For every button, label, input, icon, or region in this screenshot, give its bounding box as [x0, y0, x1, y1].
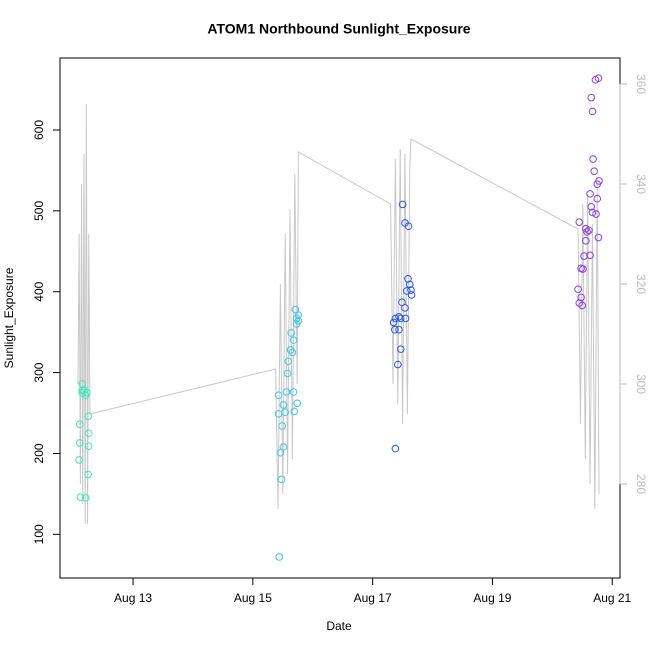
point — [282, 388, 291, 396]
point — [291, 305, 300, 314]
point — [587, 93, 596, 102]
x-tick-label: Aug 15 — [234, 591, 272, 605]
point — [274, 410, 283, 418]
point — [577, 293, 585, 302]
point — [283, 369, 292, 378]
y-axis-label: Sunlight_Exposure — [2, 267, 16, 368]
point — [288, 348, 297, 357]
point — [75, 439, 84, 447]
point — [395, 325, 403, 334]
chart-title: ATOM1 Northbound Sunlight_Exposure — [207, 21, 470, 37]
point — [274, 391, 283, 400]
point — [579, 265, 587, 273]
point — [582, 236, 590, 245]
point — [277, 475, 286, 484]
point — [574, 285, 582, 294]
point — [389, 318, 398, 327]
y-tick-label: 600 — [32, 120, 46, 140]
point — [84, 442, 93, 450]
y-tick-label: 200 — [32, 443, 46, 463]
y-tick-label: 400 — [32, 281, 46, 301]
point — [588, 107, 597, 116]
point — [405, 280, 414, 289]
line — [77, 103, 600, 525]
point — [287, 329, 295, 337]
point — [578, 301, 587, 310]
y-tick-label: 100 — [32, 524, 46, 544]
y2-tick-label: 360 — [634, 74, 648, 94]
point — [84, 412, 92, 421]
point — [75, 420, 84, 429]
point — [594, 74, 603, 83]
x-tick-label: Aug 21 — [593, 591, 631, 605]
point — [289, 388, 298, 396]
point — [84, 470, 92, 479]
point — [393, 360, 402, 369]
point — [279, 401, 288, 409]
point — [84, 429, 93, 438]
point — [284, 357, 292, 366]
point — [294, 317, 303, 325]
y2-tick-label: 340 — [634, 174, 648, 194]
point — [404, 222, 413, 231]
x-axis-label: Date — [326, 619, 352, 633]
point — [293, 399, 301, 408]
point — [278, 422, 287, 430]
point — [590, 167, 599, 176]
point — [407, 286, 415, 294]
point — [396, 314, 405, 323]
point — [391, 444, 400, 453]
point — [391, 314, 400, 323]
x-tick-label: Aug 13 — [114, 591, 152, 605]
point — [588, 208, 597, 217]
point — [586, 251, 594, 260]
point — [402, 287, 411, 295]
x-tick-label: Aug 17 — [354, 591, 392, 605]
point — [586, 190, 594, 198]
point — [80, 386, 88, 395]
y-tick-label: 500 — [32, 201, 46, 221]
point — [592, 210, 600, 218]
point — [589, 155, 597, 163]
point — [396, 345, 405, 353]
point — [76, 493, 85, 501]
point — [275, 553, 284, 561]
point — [593, 194, 602, 203]
point — [401, 304, 409, 312]
x-tick-label: Aug 19 — [473, 591, 511, 605]
point — [289, 336, 298, 345]
point — [583, 228, 591, 236]
point — [575, 218, 584, 226]
point — [286, 346, 295, 354]
point — [398, 200, 407, 209]
point — [401, 314, 410, 323]
y-tick-label: 300 — [32, 362, 46, 382]
y2-tick-label: 300 — [634, 374, 648, 394]
point — [279, 443, 288, 451]
point — [587, 203, 596, 211]
point — [580, 252, 588, 260]
point — [398, 298, 406, 307]
point — [595, 177, 603, 185]
point — [407, 291, 416, 299]
point — [290, 407, 298, 416]
point — [582, 224, 590, 233]
point — [294, 311, 303, 319]
y2-tick-label: 280 — [634, 474, 648, 494]
point — [276, 448, 285, 457]
point — [81, 494, 90, 502]
y2-tick-label: 320 — [634, 274, 648, 294]
point — [594, 233, 603, 242]
point — [391, 325, 399, 334]
point — [75, 456, 83, 464]
